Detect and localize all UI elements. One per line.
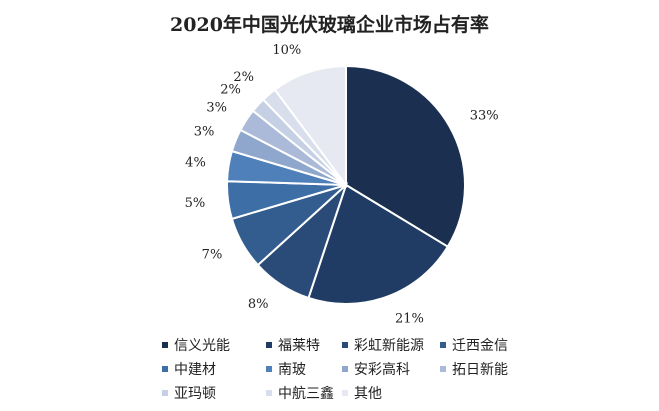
pie-label-10: 10%: [272, 43, 301, 58]
pie-slice-10: [273, 64, 347, 189]
pie-label-6: 3%: [194, 125, 215, 140]
legend-item: 迁西金信: [440, 335, 508, 355]
legend-item: 拓日新能: [440, 359, 508, 379]
legend-item: 南玻: [266, 359, 306, 379]
pie-slice-0: [345, 64, 466, 249]
legend-label: 南玻: [278, 362, 306, 378]
legend-label: 迁西金信: [452, 338, 508, 354]
legend-item: 其他: [342, 383, 382, 403]
legend-label: 安彩高科: [354, 362, 410, 378]
legend-item: 彩虹新能源: [342, 335, 424, 355]
legend-swatch: [342, 366, 348, 372]
legend-item: 中航三鑫: [266, 383, 334, 403]
legend-label: 福莱特: [278, 338, 320, 354]
pie-label-3: 7%: [202, 248, 223, 263]
legend-label: 彩虹新能源: [354, 338, 424, 354]
legend-swatch: [266, 342, 272, 348]
pie-label-1: 21%: [395, 311, 424, 326]
legend-label: 亚玛顿: [174, 386, 216, 402]
legend-swatch: [162, 342, 168, 348]
legend-swatch: [440, 366, 446, 372]
legend-swatch: [266, 390, 272, 396]
pie-label-4: 5%: [185, 196, 206, 211]
legend-item: 中建材: [162, 359, 216, 379]
legend-label: 中航三鑫: [278, 386, 334, 402]
legend-label: 其他: [354, 386, 382, 402]
legend-item: 安彩高科: [342, 359, 410, 379]
legend-item: 亚玛顿: [162, 383, 216, 403]
legend-swatch: [162, 390, 168, 396]
legend-label: 信义光能: [174, 338, 230, 354]
pie-label-7: 3%: [206, 101, 227, 116]
legend-item: 福莱特: [266, 335, 320, 355]
pie-chart: 33% 21% 8% 7% 5% 4% 3% 3% 2%2% 10%: [185, 43, 499, 326]
legend-swatch: [266, 366, 272, 372]
legend-swatch: [342, 342, 348, 348]
pie-label-8: 2%: [220, 83, 241, 98]
legend-label: 中建材: [174, 362, 216, 378]
pie-label-2: 8%: [248, 297, 269, 312]
legend-label: 拓日新能: [452, 362, 508, 378]
legend-swatch: [342, 390, 348, 396]
pie-label-5: 4%: [185, 155, 206, 170]
legend-swatch: [440, 342, 446, 348]
legend-item: 信义光能: [162, 335, 230, 355]
chart-title: 2020年中国光伏玻璃企业市场占有率: [170, 14, 489, 36]
legend-swatch: [162, 366, 168, 372]
pie-label-0: 33%: [470, 108, 499, 123]
pie-slice-1: [307, 183, 450, 305]
pie-label-9: 2%: [233, 70, 254, 85]
